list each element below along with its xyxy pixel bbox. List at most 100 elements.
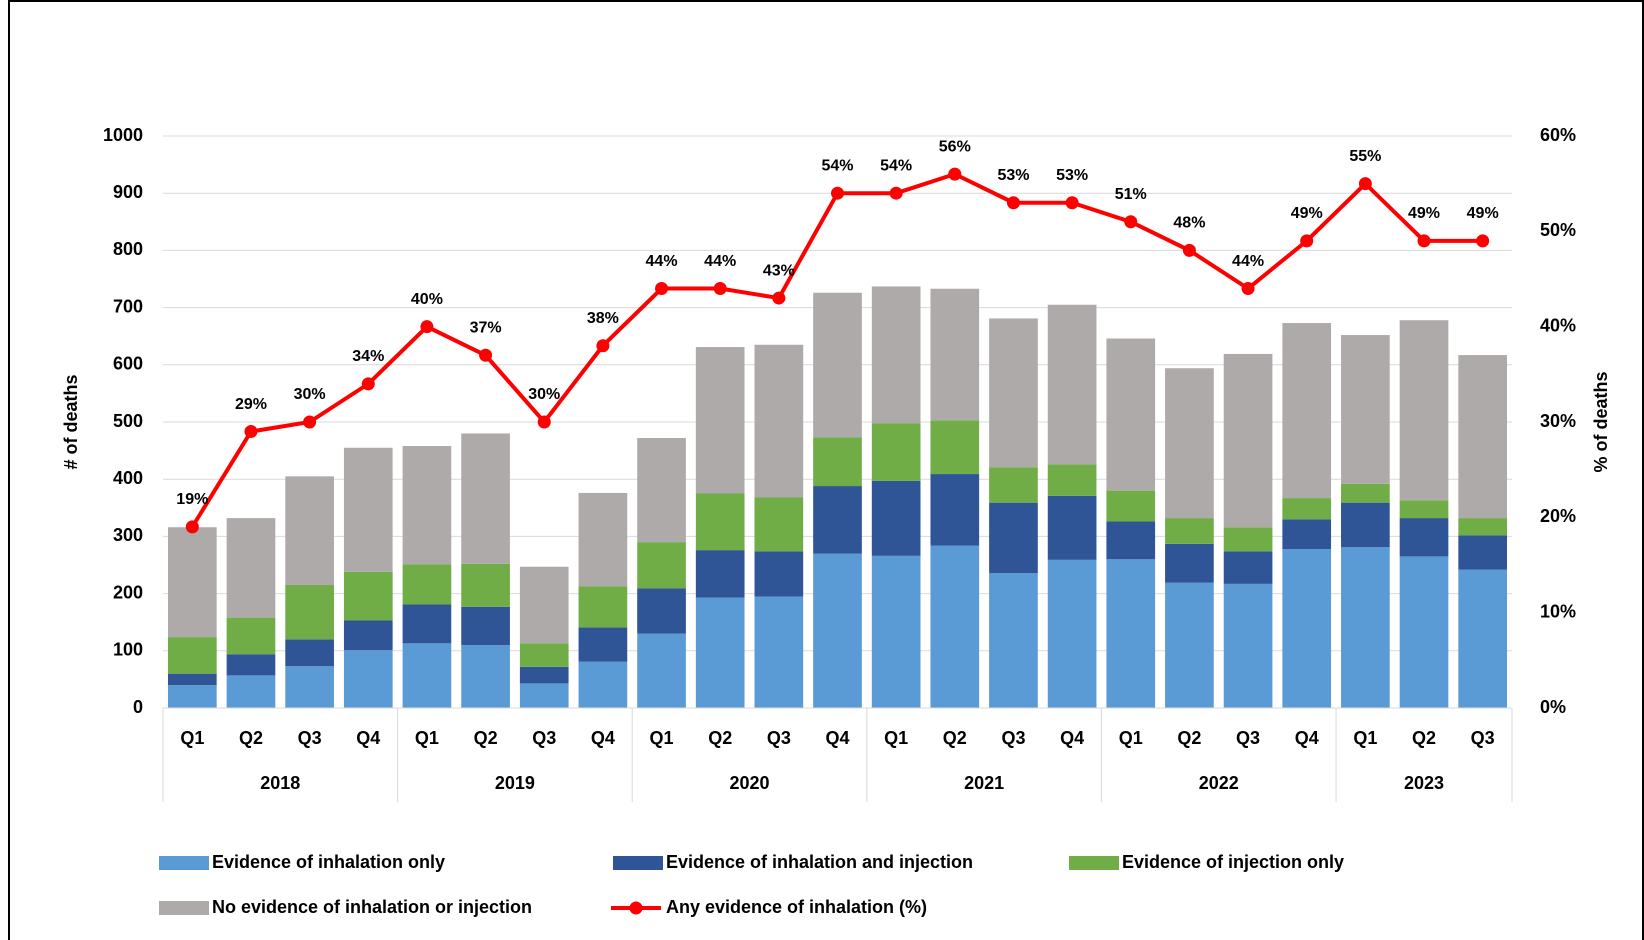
group-label: 2022: [1199, 773, 1239, 793]
legend-swatch: [629, 901, 643, 915]
bar-segment: [519, 683, 569, 708]
bar-segment: [930, 420, 980, 475]
x-tick-label: Q3: [767, 728, 791, 748]
line-point: [596, 339, 610, 353]
line-point: [1182, 243, 1196, 257]
line-point: [303, 415, 317, 429]
x-tick-label: Q4: [1060, 728, 1084, 748]
bar-segment: [754, 596, 804, 708]
data-label: 53%: [997, 167, 1029, 184]
bar-segment: [578, 492, 628, 587]
legend-label: Evidence of injection only: [1122, 852, 1344, 872]
x-tick-label: Q1: [415, 728, 439, 748]
x-tick-label: Q2: [1412, 728, 1436, 748]
group-label: 2018: [260, 773, 300, 793]
legend-swatch: [613, 856, 663, 870]
group-label: 2023: [1404, 773, 1444, 793]
bar-segment: [813, 486, 862, 554]
bar-segment: [1047, 304, 1097, 465]
x-tick-label: Q3: [1471, 728, 1495, 748]
x-tick-label: Q3: [298, 728, 322, 748]
bar-segment: [754, 497, 804, 552]
line-point: [655, 282, 669, 296]
line-point: [420, 320, 434, 334]
bar-segment: [285, 476, 334, 586]
bar-segment: [695, 550, 745, 598]
bar-segment: [226, 518, 276, 618]
bar-segment: [1282, 548, 1332, 708]
y2-tick-label: 50%: [1540, 220, 1576, 240]
x-tick-label: Q2: [474, 728, 498, 748]
x-tick-label: Q2: [1177, 728, 1201, 748]
data-label: 19%: [176, 491, 208, 508]
line-point: [1065, 196, 1079, 210]
line-point: [948, 167, 962, 181]
bar-segment: [695, 597, 745, 708]
data-label: 56%: [939, 138, 971, 155]
data-label: 48%: [1173, 215, 1205, 232]
data-label: 30%: [528, 386, 560, 403]
x-tick-label: Q1: [650, 728, 674, 748]
bar-segment: [813, 292, 862, 438]
x-tick-label: Q2: [239, 728, 263, 748]
y-tick-label: 600: [113, 354, 143, 374]
bar-segment: [1047, 559, 1097, 708]
y-tick-label: 300: [113, 525, 143, 545]
bar-segment: [1458, 569, 1508, 708]
data-label: 55%: [1349, 148, 1381, 165]
data-label: 43%: [763, 262, 795, 279]
data-label: 44%: [1232, 253, 1264, 270]
y-tick-label: 100: [113, 640, 143, 660]
bar-segment: [402, 643, 452, 708]
bar-segment: [989, 573, 1038, 708]
bar-segment: [1047, 464, 1097, 496]
x-tick-label: Q1: [884, 728, 908, 748]
bar-segment: [343, 620, 393, 651]
bar-segment: [637, 542, 686, 589]
y2-axis-label: % of deaths: [1591, 371, 1611, 472]
bar-segment: [1341, 547, 1390, 708]
data-label: 40%: [411, 291, 443, 308]
bar-segment: [1282, 323, 1332, 499]
bar-segment: [1165, 582, 1214, 708]
legend-swatch: [1069, 856, 1119, 870]
bar-segment: [519, 566, 569, 644]
bar-segment: [1399, 518, 1449, 557]
group-label: 2021: [964, 773, 1004, 793]
data-label: 37%: [470, 319, 502, 336]
legend-label: Evidence of inhalation and injection: [666, 852, 973, 872]
bar-segment: [1223, 353, 1273, 528]
line-point: [1300, 234, 1314, 248]
bar-segment: [637, 438, 686, 543]
y-axis-label: # of deaths: [61, 374, 81, 469]
bar-segment: [871, 555, 921, 708]
bar-segment: [930, 545, 980, 708]
bar-segment: [461, 433, 510, 564]
x-tick-label: Q4: [825, 728, 849, 748]
bar-segment: [1047, 495, 1097, 560]
bar-segment: [1399, 500, 1449, 519]
bar-segment: [1106, 521, 1156, 560]
bar-segment: [1458, 535, 1508, 570]
y-tick-label: 700: [113, 296, 143, 316]
line-point: [772, 291, 786, 305]
data-label: 38%: [587, 310, 619, 327]
x-tick-label: Q2: [943, 728, 967, 748]
bar-segment: [226, 654, 276, 676]
bar-segment: [402, 446, 452, 565]
line-point: [244, 425, 258, 439]
bar-segment: [1106, 559, 1156, 708]
y2-tick-label: 20%: [1540, 506, 1576, 526]
bar-segment: [578, 586, 628, 628]
data-label: 49%: [1408, 205, 1440, 222]
bar-segment: [519, 666, 569, 684]
x-tick-label: Q3: [532, 728, 556, 748]
bar-segment: [1399, 320, 1449, 501]
bar-segment: [402, 564, 452, 605]
bar-segment: [1223, 527, 1273, 552]
bar-segment: [1223, 583, 1273, 708]
bar-segment: [343, 571, 393, 621]
bar-segment: [637, 588, 686, 634]
data-label: 49%: [1291, 205, 1323, 222]
